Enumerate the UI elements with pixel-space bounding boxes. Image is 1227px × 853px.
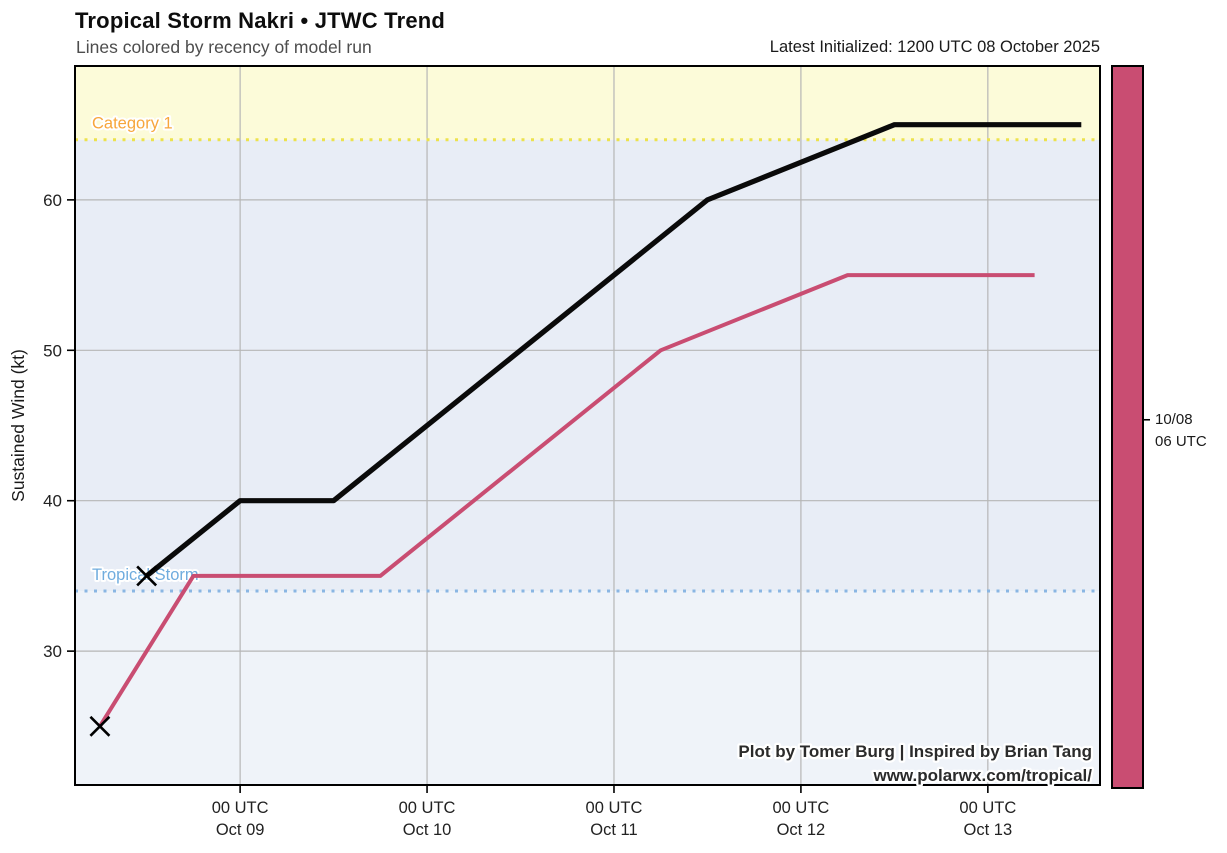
start-marker-x [136,565,158,587]
zone-below-tropical-storm [75,590,1100,785]
x-tick-label: 00 UTC Oct 13 [959,799,1016,839]
zone-category-1 [75,66,1100,140]
y-tick-label: 30 [43,642,62,661]
y-tick-label: 60 [43,191,62,210]
x-tick-label: 00 UTC Oct 09 [212,799,269,839]
page-title: Tropical Storm Nakri • JTWC Trend [75,8,446,33]
attribution-line2: www.polarwx.com/tropical/ [872,766,1092,785]
zone-tropical-storm [75,139,1100,591]
attribution-line1: Plot by Tomer Burg | Inspired by Brian T… [738,742,1092,761]
plot-border [74,65,1101,786]
y-tick-label: 50 [43,341,62,360]
series-line-1 [145,122,1082,578]
x-tick-label: 00 UTC Oct 11 [586,799,643,839]
x-tick-label: 00 UTC Oct 12 [772,799,829,839]
y-axis-title: Sustained Wind (kt) [8,349,28,502]
start-marker-x [89,715,111,737]
x-tick-label: 00 UTC Oct 10 [399,799,456,839]
chart-subtitle: Lines colored by recency of model run [76,37,372,57]
y-tick-label: 40 [43,492,62,511]
recency-colorbar [1111,65,1144,789]
series-line-0 [98,273,1035,728]
latest-initialized-label: Latest Initialized: 1200 UTC 08 October … [769,38,1100,56]
colorbar-tick-label: 10/08 06 UTC [1155,411,1207,450]
zone-label-category-1: Category 1 [92,115,173,133]
